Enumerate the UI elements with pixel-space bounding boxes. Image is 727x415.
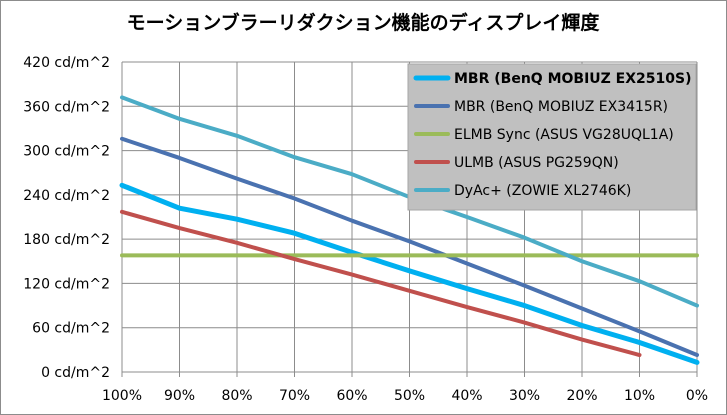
- series-line-1: [120, 136, 699, 358]
- x-tick-label: 100%: [102, 388, 142, 404]
- legend-box: [407, 63, 697, 211]
- axes: 0 cd/m^2 60 cd/m^2 120 cd/m^2 180 cd/m^2 240…: [23, 55, 708, 404]
- x-tick-label: 90%: [164, 388, 195, 404]
- y-tick-label: 120 cd/m^2: [23, 276, 110, 292]
- x-tick-label: 20%: [566, 388, 597, 404]
- x-tick-label: 0%: [686, 388, 708, 404]
- y-tick-label: 180 cd/m^2: [23, 232, 110, 248]
- y-tick-label: 60 cd/m^2: [32, 321, 110, 337]
- legend-label-4: DyAc+ (ZOWIE XL2746K): [454, 183, 631, 199]
- series-line-0: [119, 182, 700, 365]
- y-tick-label: 420 cd/m^2: [23, 55, 110, 71]
- y-tick-label: 240 cd/m^2: [23, 188, 110, 204]
- legend: MBR (BenQ MOBIUZ EX2510S) MBR (BenQ MOBIU…: [407, 63, 697, 211]
- legend-label-0: MBR (BenQ MOBIUZ EX2510S): [454, 71, 691, 87]
- y-tick-label: 360 cd/m^2: [23, 99, 110, 115]
- x-tick-label: 10%: [624, 388, 655, 404]
- x-tick-label: 40%: [451, 388, 482, 404]
- x-tick-label: 30%: [509, 388, 540, 404]
- x-tick-label: 60%: [336, 388, 367, 404]
- x-tick-label: 80%: [221, 388, 252, 404]
- chart-title: モーションブラーリダクション機能のディスプレイ輝度: [127, 11, 601, 34]
- legend-label-1: MBR (BenQ MOBIUZ EX3415R): [454, 99, 668, 115]
- y-tick-label: 0 cd/m^2: [41, 365, 110, 381]
- legend-label-3: ULMB (ASUS PG259QN): [454, 155, 619, 171]
- x-tick-label: 50%: [394, 388, 425, 404]
- x-tick-label: 70%: [279, 388, 310, 404]
- legend-label-2: ELMB Sync (ASUS VG28UQL1A): [454, 127, 674, 143]
- series-line-3: [120, 209, 642, 358]
- y-tick-label: 300 cd/m^2: [23, 144, 110, 160]
